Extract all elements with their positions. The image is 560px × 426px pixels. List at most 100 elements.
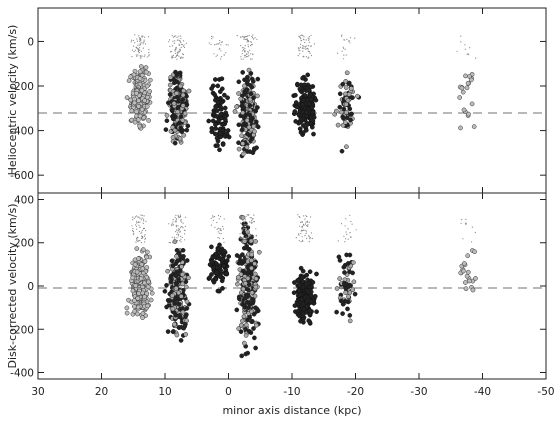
- data-point: [181, 132, 187, 138]
- data-point: [457, 95, 463, 100]
- faint-point: [305, 45, 307, 47]
- data-point: [254, 322, 259, 328]
- data-point: [246, 247, 252, 252]
- faint-point: [460, 41, 462, 43]
- faint-point: [181, 53, 184, 55]
- data-point: [465, 253, 471, 259]
- faint-point: [354, 37, 356, 39]
- faint-point: [302, 239, 304, 241]
- faint-point: [301, 34, 303, 36]
- faint-point: [168, 41, 170, 43]
- data-point: [148, 297, 154, 303]
- faint-point: [138, 35, 140, 37]
- faint-point: [245, 228, 247, 230]
- faint-point: [298, 49, 300, 51]
- data-point: [239, 353, 245, 359]
- data-point: [178, 125, 184, 131]
- data-point: [242, 303, 247, 309]
- faint-point: [303, 229, 305, 231]
- data-point: [163, 127, 169, 132]
- faint-point: [173, 36, 175, 38]
- data-point: [463, 73, 468, 79]
- faint-point: [141, 55, 143, 57]
- faint-point: [171, 50, 173, 53]
- data-point: [172, 321, 177, 327]
- faint-point: [244, 217, 246, 220]
- data-point: [256, 249, 262, 255]
- faint-point: [134, 216, 136, 218]
- faint-point: [300, 34, 302, 37]
- data-point: [243, 322, 249, 328]
- faint-point: [309, 237, 311, 239]
- faint-point: [249, 41, 251, 43]
- faint-point: [218, 237, 221, 239]
- faint-point: [309, 45, 311, 47]
- faint-point: [141, 231, 143, 233]
- data-point: [225, 128, 231, 133]
- top-y-tick-label: 0: [27, 36, 34, 48]
- data-point: [174, 270, 180, 276]
- data-point: [313, 97, 319, 103]
- faint-point: [346, 38, 348, 41]
- faint-point: [137, 48, 139, 50]
- faint-point: [355, 229, 357, 231]
- faint-point: [349, 37, 352, 39]
- faint-point: [254, 37, 256, 39]
- data-point: [297, 86, 303, 92]
- data-point: [133, 283, 139, 289]
- faint-point: [242, 35, 244, 38]
- faint-point: [180, 37, 182, 40]
- faint-point: [300, 43, 302, 45]
- faint-point: [342, 46, 344, 48]
- data-point: [240, 151, 246, 157]
- data-point: [300, 301, 306, 307]
- data-point: [255, 124, 261, 130]
- data-point: [249, 297, 255, 302]
- faint-point: [133, 232, 135, 234]
- faint-point: [242, 219, 244, 221]
- data-point: [303, 309, 309, 315]
- faint-point: [135, 224, 137, 226]
- faint-point: [139, 40, 141, 42]
- data-point: [225, 95, 230, 101]
- data-point: [350, 260, 356, 265]
- data-point: [341, 264, 347, 270]
- data-point: [296, 111, 302, 117]
- faint-point: [130, 39, 133, 41]
- data-point: [209, 259, 215, 265]
- faint-point: [253, 239, 255, 241]
- data-point: [213, 122, 218, 127]
- faint-point: [174, 236, 176, 238]
- faint-point: [136, 40, 138, 42]
- faint-point: [132, 231, 134, 233]
- faint-point: [300, 232, 302, 235]
- faint-point: [344, 241, 346, 243]
- faint-point: [246, 214, 248, 216]
- faint-point: [252, 38, 255, 40]
- data-point: [347, 313, 353, 318]
- data-point: [140, 266, 146, 272]
- faint-point: [244, 45, 246, 47]
- faint-point: [252, 236, 254, 238]
- faint-point: [299, 225, 301, 227]
- data-point: [147, 77, 153, 83]
- faint-point: [140, 242, 142, 244]
- faint-point: [247, 50, 249, 53]
- data-point: [342, 120, 348, 125]
- faint-point: [174, 52, 177, 54]
- data-point: [244, 270, 250, 276]
- data-point: [214, 135, 220, 141]
- faint-point: [303, 36, 305, 38]
- faint-point: [138, 216, 140, 218]
- faint-point: [137, 54, 139, 56]
- data-point: [137, 113, 143, 119]
- data-point: [178, 338, 184, 343]
- data-point: [251, 326, 256, 331]
- faint-point: [174, 48, 176, 50]
- data-point: [144, 83, 150, 89]
- data-point: [346, 91, 352, 97]
- faint-point: [218, 232, 220, 234]
- faint-point: [137, 240, 139, 242]
- faint-point: [299, 46, 301, 48]
